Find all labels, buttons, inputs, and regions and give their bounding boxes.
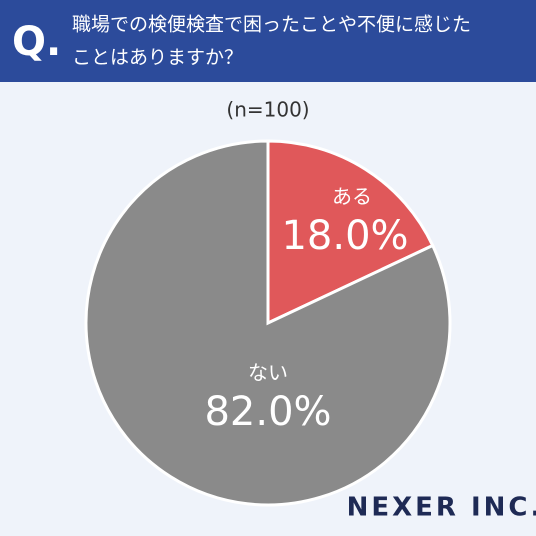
chart-title: 職場での検便検査で困ったことや不便に感じた (72, 14, 471, 36)
slice-label: ある (332, 185, 372, 209)
pie-slice (84, 139, 452, 507)
badge: Q. (12, 19, 61, 65)
subtitle: (n=100) (226, 98, 309, 122)
value-label: 18.0% (281, 213, 408, 259)
header (0, 0, 536, 82)
brand: NEXER INC. (347, 493, 536, 523)
slice-label: ない (248, 361, 288, 385)
value-label: 82.0% (204, 389, 331, 435)
chart-title: ことはありますか？ (72, 47, 243, 69)
pie (84, 139, 452, 507)
pie-slice (266, 139, 435, 326)
